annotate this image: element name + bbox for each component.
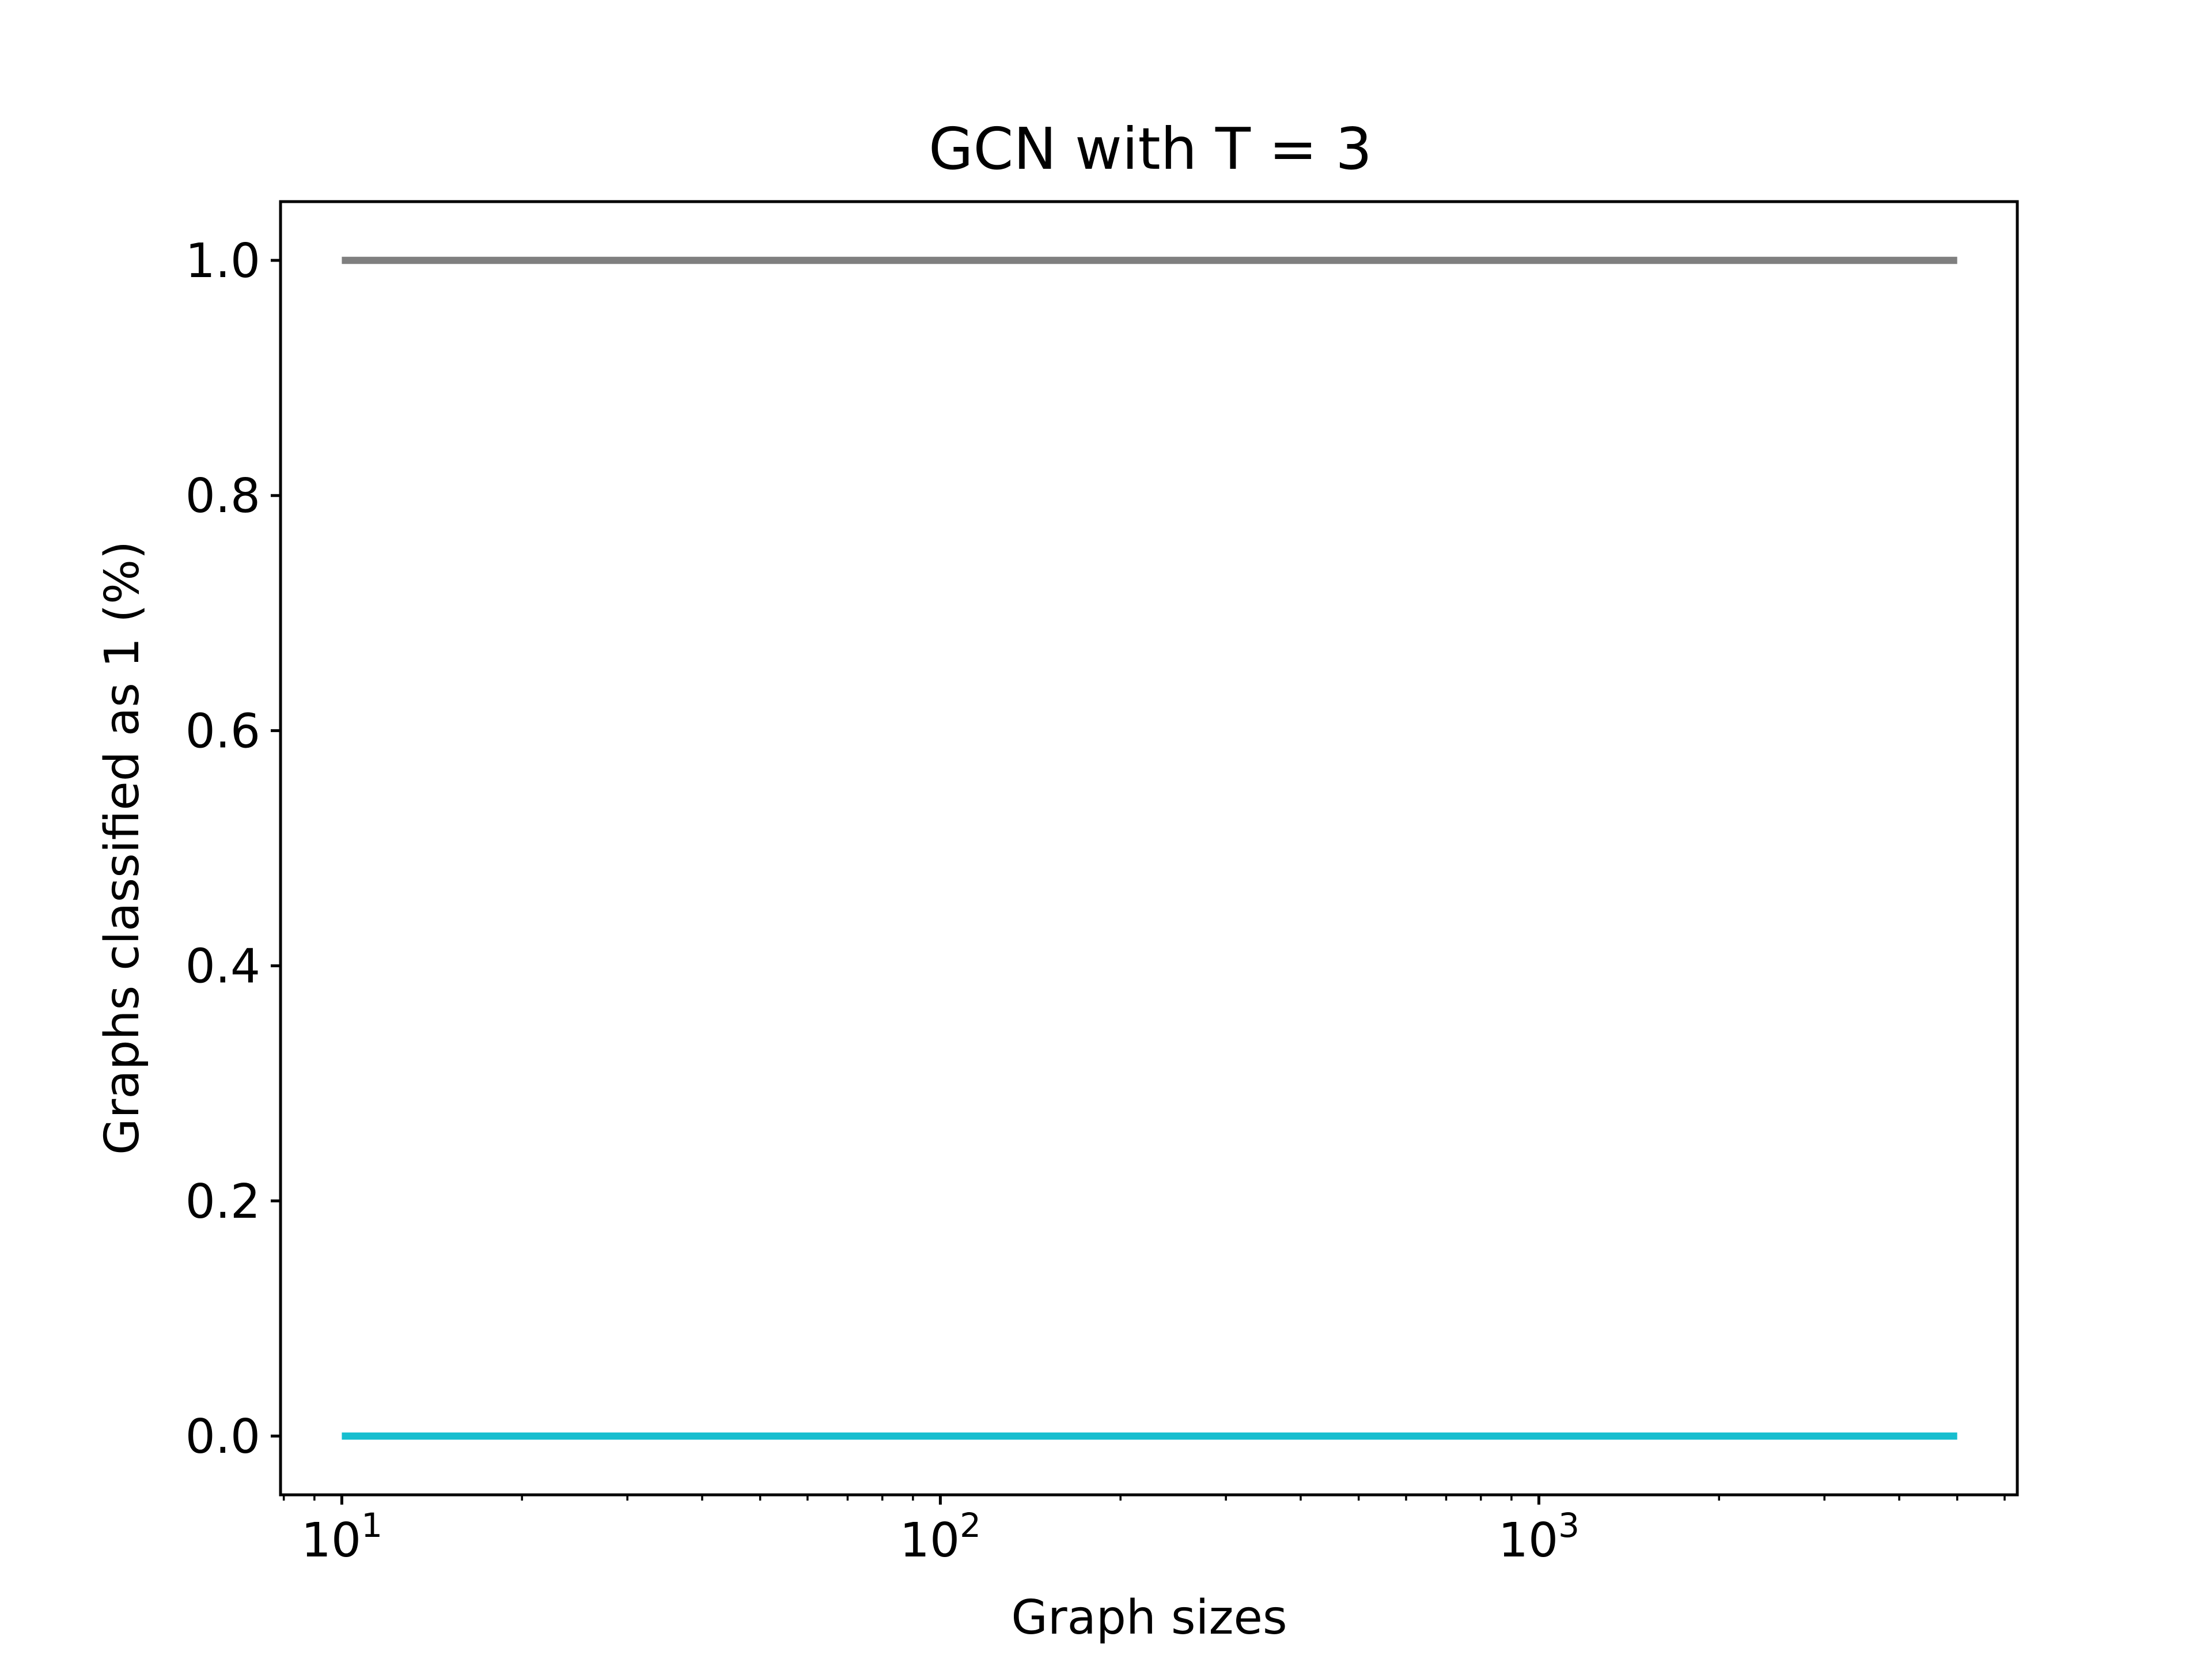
plot-area-frame — [279, 200, 2019, 1497]
x-axis-ticks: 101 102 103 — [301, 1495, 1580, 1568]
y-tick-label: 1.0 — [185, 234, 260, 289]
y-tick-label: 0.4 — [185, 940, 260, 994]
x-minor-ticks — [282, 1495, 2006, 1501]
x-tick-label: 103 — [1498, 1506, 1580, 1568]
x-tick-label: 102 — [900, 1506, 981, 1568]
chart-title: GCN with T = 3 — [929, 115, 1372, 183]
x-tick-label: 101 — [301, 1506, 382, 1568]
x-axis-label: Graph sizes — [1011, 1590, 1287, 1645]
y-tick-label: 0.6 — [185, 704, 260, 759]
y-axis-label: Graphs classified as 1 (%) — [95, 541, 150, 1155]
series-layer — [342, 256, 1957, 1440]
y-axis-ticks: 0.0 0.2 0.4 0.6 0.8 1.0 — [185, 234, 281, 1464]
y-tick-label: 0.0 — [185, 1410, 260, 1464]
y-tick-label: 0.2 — [185, 1175, 260, 1229]
y-tick-label: 0.8 — [185, 469, 260, 524]
